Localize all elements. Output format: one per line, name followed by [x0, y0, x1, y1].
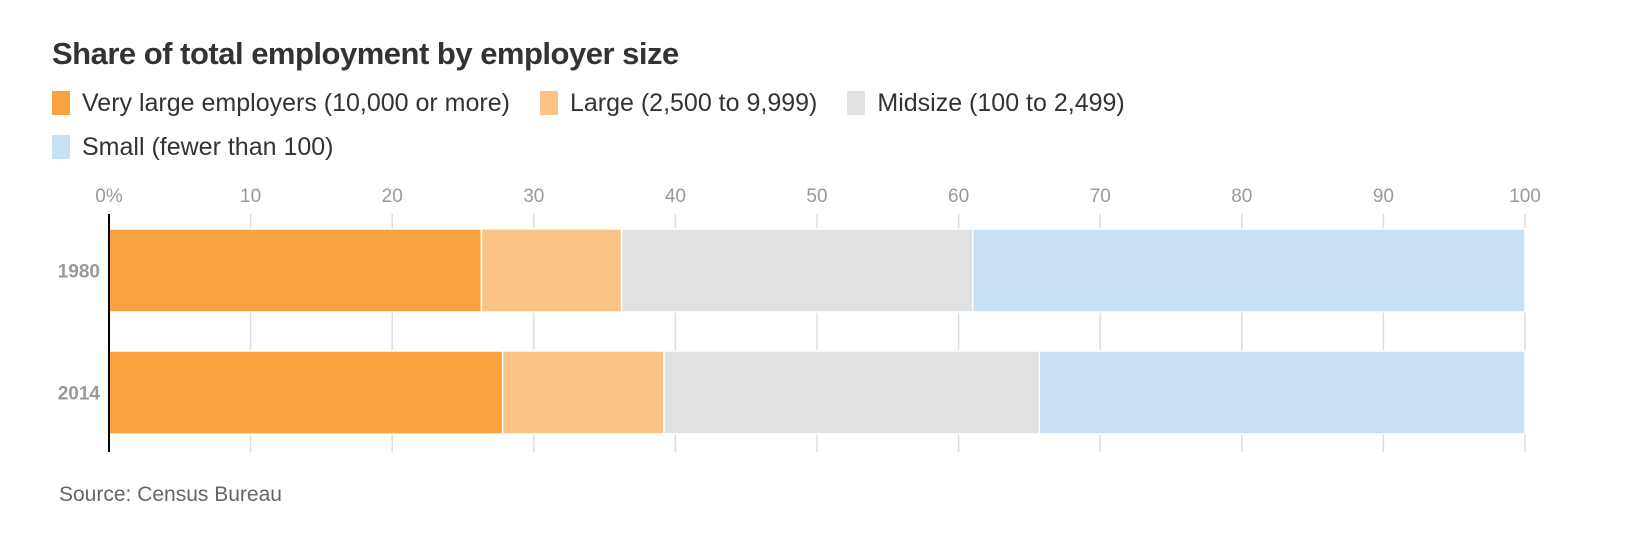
chart-title: Share of total employment by employer si… — [52, 36, 679, 71]
legend-item: Very large employers (10,000 or more) — [52, 88, 510, 118]
x-tick-label: 70 — [1090, 186, 1111, 207]
legend-swatch — [52, 91, 70, 115]
x-tick-label: 100 — [1509, 186, 1541, 207]
x-tick-label: 20 — [382, 186, 403, 207]
bar-segment — [501, 350, 665, 435]
x-tick-label: 40 — [665, 186, 686, 207]
legend-item: Large (2,500 to 9,999) — [539, 88, 818, 118]
legend-label: Very large employers (10,000 or more) — [82, 88, 510, 117]
y-category-label: 2014 — [58, 384, 101, 405]
x-tick-label: 10 — [240, 186, 261, 207]
y-category-label: 1980 — [58, 262, 100, 283]
bar-segment — [480, 228, 623, 313]
legend-item: Small (fewer than 100) — [52, 132, 334, 162]
legend-swatch — [52, 135, 70, 159]
bar-segment — [620, 228, 974, 313]
x-tick-label: 60 — [948, 186, 969, 207]
bar-segment — [108, 228, 483, 313]
legend-label: Midsize (100 to 2,499) — [877, 88, 1125, 117]
legend-swatch — [847, 91, 866, 115]
legend-label: Large (2,500 to 9,999) — [569, 88, 818, 117]
legend-label: Small (fewer than 100) — [82, 132, 334, 161]
x-tick-label: 0% — [95, 186, 123, 207]
bar-segment — [108, 350, 504, 435]
x-tick-label: 90 — [1373, 186, 1394, 207]
legend-item: Midsize (100 to 2,499) — [847, 88, 1125, 118]
x-tick-label: 50 — [806, 186, 827, 207]
bar-segment — [663, 350, 1041, 435]
x-tick-label: 80 — [1231, 186, 1252, 207]
bar-segment — [1038, 350, 1526, 435]
legend-swatch — [539, 91, 558, 115]
bar-segment — [972, 228, 1526, 313]
legend: Very large employers (10,000 or more) La… — [52, 88, 1352, 162]
source-note: Source: Census Bureau — [59, 483, 282, 506]
x-tick-label: 30 — [523, 186, 544, 207]
